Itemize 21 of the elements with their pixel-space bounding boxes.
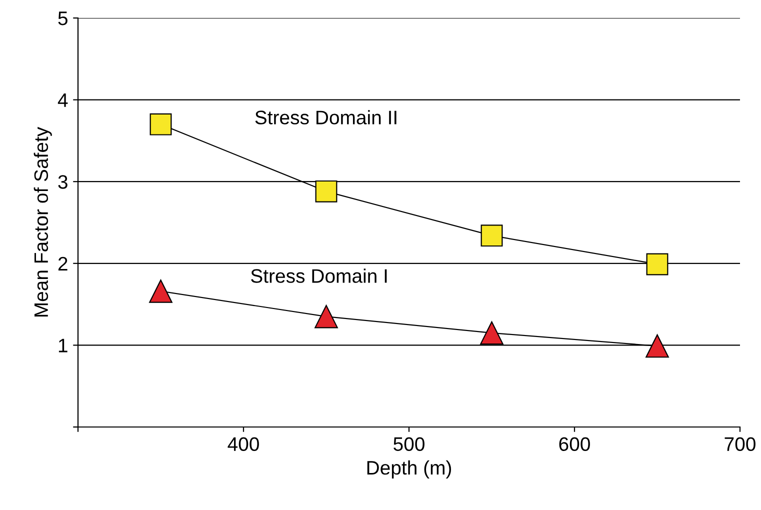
point (646, 253, 668, 276)
x-tick-label: 600 (559, 437, 590, 452)
x-tick-label: 400 (228, 437, 259, 452)
point (150, 113, 172, 136)
x-axis-title: Depth (m) (367, 460, 452, 479)
y-tick-label: 1 (58, 338, 68, 352)
y-tick-label: 4 (58, 93, 68, 107)
point (646, 334, 669, 358)
series-label: Stress Domain II (255, 110, 396, 124)
y-tick-label: 5 (58, 12, 68, 26)
y-tick-label: 2 (58, 256, 68, 270)
point (149, 280, 172, 303)
point (480, 224, 503, 247)
point (314, 304, 338, 328)
x-tick-label: 700 (724, 437, 756, 452)
series-label: Stress Domain I (251, 268, 387, 283)
y-tick-label: 3 (58, 175, 68, 189)
x-tick-label: 500 (394, 437, 424, 452)
point (480, 321, 504, 345)
point (315, 180, 338, 202)
y-axis-title: Mean Factor of Safety (34, 126, 52, 317)
